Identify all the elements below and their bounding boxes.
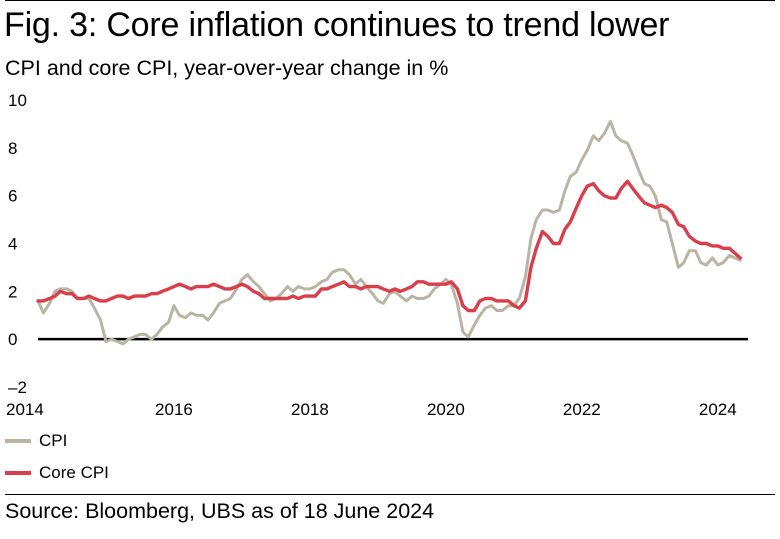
x-axis-ticks: 2014 2016 2018 2020 2022 2024: [6, 400, 737, 419]
x-tick-label: 2018: [291, 400, 329, 419]
legend-item-cpi: CPI: [5, 431, 67, 451]
x-tick-label: 2022: [563, 400, 601, 419]
y-tick-label: –2: [8, 378, 27, 397]
legend-label-cpi: CPI: [39, 431, 68, 450]
series-layer: [36, 120, 742, 346]
x-tick-label: 2016: [155, 400, 193, 419]
legend-swatch-core-cpi: [5, 471, 31, 475]
top-rule: [5, 0, 775, 1]
bottom-rule: [5, 494, 775, 495]
series-line-core-cpi: [36, 179, 742, 313]
x-tick-label: 2014: [6, 400, 44, 419]
y-tick-label: 2: [8, 282, 17, 301]
legend-swatch-cpi: [5, 439, 31, 443]
y-tick-label: 8: [8, 139, 17, 158]
x-tick-label: 2024: [699, 400, 737, 419]
source-note: Source: Bloomberg, UBS as of 18 June 202…: [5, 499, 435, 523]
legend-item-core-cpi: Core CPI: [5, 463, 109, 483]
chart-title: Fig. 3: Core inflation continues to tren…: [4, 6, 670, 44]
legend-label-core-cpi: Core CPI: [39, 463, 109, 482]
x-tick-label: 2020: [427, 400, 465, 419]
y-tick-label: 10: [8, 91, 27, 110]
y-tick-label: 0: [8, 330, 17, 349]
y-axis-ticks: 10 8 6 4 2 0 –2: [8, 91, 27, 397]
chart-subtitle: CPI and core CPI, year-over-year change …: [5, 56, 449, 80]
y-tick-label: 4: [8, 235, 17, 254]
series-line-cpi: [36, 120, 742, 346]
y-tick-label: 6: [8, 187, 17, 206]
